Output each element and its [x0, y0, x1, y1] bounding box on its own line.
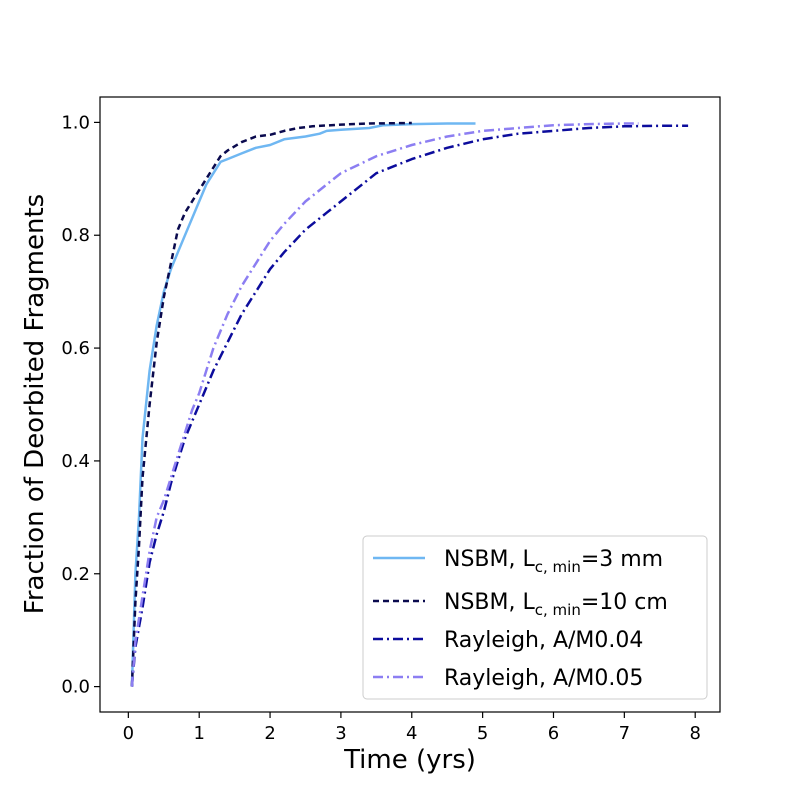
- x-tick-label: 1: [193, 723, 204, 744]
- legend-label-3: Rayleigh, A/M0.04: [444, 628, 643, 653]
- legend-label-text: NSBM, L: [444, 547, 535, 572]
- legend-label-tail: =3 mm: [581, 547, 663, 572]
- x-tick-label: 4: [406, 723, 417, 744]
- y-axis-label: Fraction of Deorbited Fragments: [20, 194, 50, 614]
- y-tick-label: 0.0: [61, 677, 90, 698]
- y-axis-ticks: 0.0 0.2 0.4 0.6 0.8 1.0: [61, 112, 100, 698]
- x-tick-label: 3: [335, 723, 346, 744]
- series-line-4: [130, 122, 639, 687]
- series-line-1: [130, 122, 476, 687]
- legend-label-1: NSBM, Lc, min=3 mm: [444, 547, 663, 576]
- x-tick-label: 2: [264, 723, 275, 744]
- y-tick-label: 0.4: [61, 451, 90, 472]
- x-axis-label: Time (yrs): [343, 745, 476, 775]
- x-tick-label: 7: [619, 723, 630, 744]
- legend-label-subscript: c, min: [535, 558, 581, 576]
- legend-label-text: NSBM, L: [444, 590, 535, 615]
- y-tick-label: 0.2: [61, 564, 90, 585]
- y-tick-label: 0.6: [61, 338, 90, 359]
- plot-frame: [99, 96, 721, 713]
- y-tick-label: 1.0: [61, 112, 90, 133]
- x-tick-label: 5: [477, 723, 488, 744]
- plot-lines: [130, 121, 689, 687]
- legend-box: [362, 535, 708, 700]
- series-line-2: [130, 121, 412, 687]
- x-tick-label: 6: [548, 723, 559, 744]
- legend-label-text: Rayleigh, A/M0.05: [444, 666, 643, 691]
- x-tick-label: 8: [689, 723, 700, 744]
- legend-label-subscript: c, min: [535, 601, 581, 619]
- legend-label-2: NSBM, Lc, min=10 cm: [444, 590, 668, 619]
- legend-label-text: Rayleigh, A/M0.04: [444, 628, 643, 653]
- legend-label-tail: =10 cm: [581, 590, 668, 615]
- legend-label-4: Rayleigh, A/M0.05: [444, 666, 643, 691]
- series-line-3: [130, 124, 689, 687]
- y-tick-label: 0.8: [61, 225, 90, 246]
- x-tick-label: 0: [123, 723, 134, 744]
- x-axis-ticks: 0 1 2 3 4 5 6 7 8: [123, 712, 701, 744]
